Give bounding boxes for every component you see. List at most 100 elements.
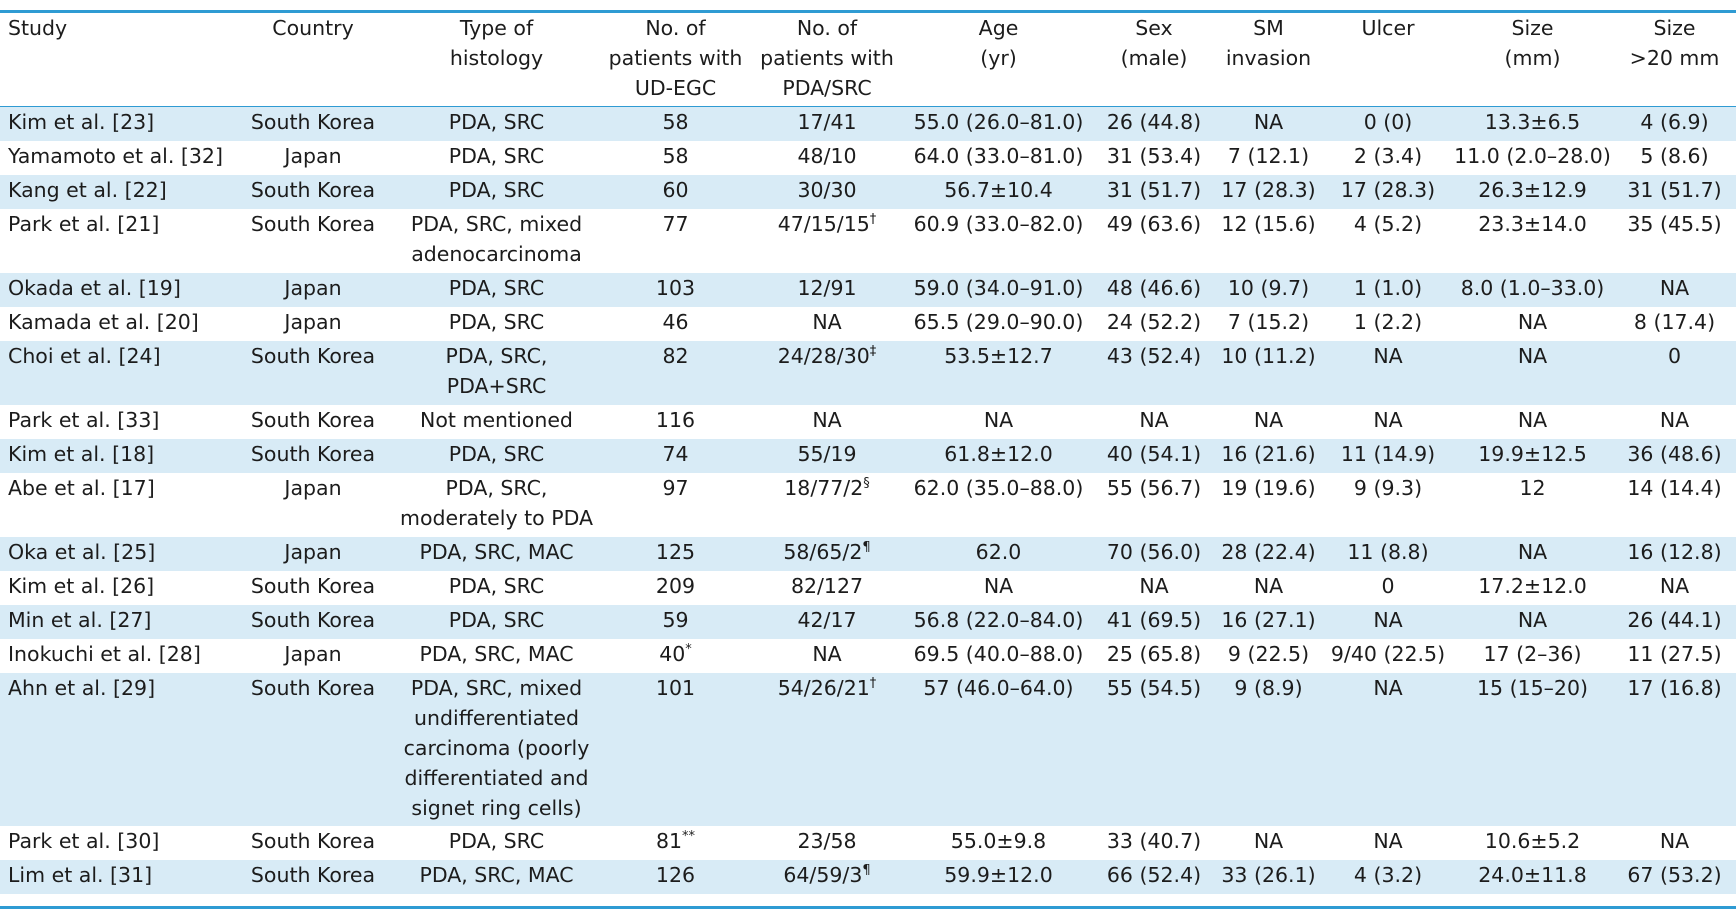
cell-pda-src: 12/91	[752, 272, 902, 307]
cell-sm-invasion-text: 19 (19.6)	[1221, 475, 1316, 500]
cell-pda-src: 48/10	[752, 141, 902, 175]
cell-country-text: South Korea	[250, 862, 376, 887]
cell-sex-text: 70 (56.0)	[1106, 539, 1202, 564]
cell-histology-text: PDA, SRC	[448, 110, 545, 134]
cell-size-over-20-text: 14 (14.4)	[1627, 475, 1722, 500]
cell-sm-invasion: 10 (11.2)	[1213, 340, 1324, 405]
cell-country: Japan	[232, 307, 394, 341]
cell-pda-src-text: 47/15/15	[777, 211, 870, 236]
cell-age-text: 62.0	[975, 539, 1022, 564]
table-row: Inokuchi et al. [28] Japan PDA, SRC, MAC 40…	[0, 639, 1736, 673]
cell-sm-invasion-text: 10 (9.7)	[1227, 275, 1310, 300]
cell-ud-egc-text: 46	[662, 309, 689, 334]
cell-sm-invasion-text: 10 (11.2)	[1221, 343, 1316, 368]
cell-sex: NA	[1095, 571, 1213, 605]
cell-sex: 25 (65.8)	[1095, 639, 1213, 673]
cell-country-text: Japan	[284, 143, 342, 168]
table-bottom-rule	[0, 906, 1736, 909]
cell-histology-text: PDA, SRC	[448, 177, 545, 202]
cell-ud-egc: 46	[599, 307, 752, 341]
cell-size-text: NA	[1517, 407, 1548, 432]
cell-study-text: Oka et al. [25]	[8, 539, 156, 564]
cell-histology-text: PDA, SRC	[448, 275, 545, 300]
cell-pda-src-text: 58/65/2	[783, 539, 863, 564]
cell-study-text: Kim et al. [23]	[8, 110, 155, 134]
cell-country: Japan	[232, 272, 394, 307]
table-row: Park et al. [21] South Korea PDA, SRC, mix…	[0, 209, 1736, 273]
cell-study-text: Park et al. [30]	[8, 828, 160, 853]
footnote-marker: §	[863, 475, 870, 491]
cell-size: 15 (15–20)	[1452, 672, 1613, 826]
cell-study: Park et al. [33]	[0, 405, 232, 439]
cell-country: South Korea	[232, 405, 394, 439]
cell-study-text: Kim et al. [18]	[8, 441, 155, 466]
cell-sex-text: 31 (53.4)	[1106, 143, 1202, 168]
cell-sm-invasion: 10 (9.7)	[1213, 272, 1324, 307]
cell-ud-egc: 59	[599, 604, 752, 639]
cell-size-over-20: 26 (44.1)	[1613, 604, 1736, 639]
cell-sm-invasion: NA	[1213, 826, 1324, 860]
cell-age: 60.9 (33.0–82.0)	[902, 209, 1095, 273]
cell-sex-text: 33 (40.7)	[1106, 828, 1202, 853]
cell-size-text: 10.6±5.2	[1484, 828, 1581, 853]
cell-ud-egc: 60	[599, 174, 752, 209]
cell-histology: PDA, SRC	[394, 438, 599, 473]
cell-size: 24.0±11.8	[1452, 859, 1613, 894]
cell-histology-text: PDA, SRC	[448, 309, 545, 334]
cell-sex: 43 (52.4)	[1095, 340, 1213, 405]
cell-pda-src: 18/77/2§	[752, 473, 902, 537]
cell-size-over-20-text: 4 (6.9)	[1640, 110, 1709, 134]
cell-size-over-20: 4 (6.9)	[1613, 106, 1736, 141]
cell-size: 12	[1452, 473, 1613, 537]
cell-size-over-20-text: NA	[1659, 407, 1690, 432]
cell-sex: 41 (69.5)	[1095, 604, 1213, 639]
cell-sm-invasion-text: 9 (8.9)	[1234, 675, 1303, 700]
cell-histology: PDA, SRC	[394, 141, 599, 175]
cell-study-text: Choi et al. [24]	[8, 343, 161, 368]
cell-histology: PDA, SRC, MAC	[394, 536, 599, 571]
cell-ulcer: 11 (8.8)	[1324, 536, 1452, 571]
cell-sex: 55 (54.5)	[1095, 672, 1213, 826]
cell-country: South Korea	[232, 174, 394, 209]
cell-sm-invasion: 12 (15.6)	[1213, 209, 1324, 273]
cell-histology-text: PDA, SRC, mixed undifferentiated carcino…	[403, 675, 590, 820]
cell-ulcer-text: 11 (8.8)	[1347, 539, 1429, 564]
cell-study-text: Yamamoto et al. [32]	[8, 143, 223, 168]
cell-ulcer-text: 0 (0)	[1363, 110, 1413, 134]
cell-sex-text: 25 (65.8)	[1106, 641, 1202, 666]
cell-ud-egc: 126	[599, 859, 752, 894]
table-top-rule	[0, 10, 1736, 13]
cell-study: Park et al. [30]	[0, 826, 232, 860]
cell-histology: PDA, SRC	[394, 272, 599, 307]
cell-ud-egc: 81**	[599, 826, 752, 860]
cell-pda-src: 82/127	[752, 571, 902, 605]
cell-size: 10.6±5.2	[1452, 826, 1613, 860]
cell-ulcer-text: NA	[1373, 828, 1403, 853]
cell-ulcer: 1 (2.2)	[1324, 307, 1452, 341]
cell-age: 59.9±12.0	[902, 859, 1095, 894]
cell-pda-src-text: 54/26/21	[777, 675, 870, 700]
table-row: Ahn et al. [29] South Korea PDA, SRC, mixe…	[0, 672, 1736, 826]
cell-size-over-20-text: 36 (48.6)	[1627, 441, 1722, 466]
cell-ulcer-text: NA	[1373, 675, 1403, 700]
cell-age-text: 65.5 (29.0–90.0)	[913, 309, 1084, 334]
cell-sex: 55 (56.7)	[1095, 473, 1213, 537]
cell-sm-invasion: 33 (26.1)	[1213, 859, 1324, 894]
cell-ulcer: 9 (9.3)	[1324, 473, 1452, 537]
cell-histology: PDA, SRC, mixed undifferentiated carcino…	[394, 672, 599, 826]
cell-histology-text: PDA, SRC, mixed adenocarcinoma	[410, 211, 583, 266]
cell-country-text: South Korea	[250, 343, 376, 368]
cell-sm-invasion-text: 7 (12.1)	[1227, 143, 1310, 168]
cell-country-text: Japan	[284, 641, 342, 666]
header-ulcer: Ulcer	[1324, 13, 1452, 107]
cell-country: Japan	[232, 639, 394, 673]
cell-size-over-20-text: 26 (44.1)	[1627, 607, 1722, 632]
cell-age-text: 55.0 (26.0–81.0)	[913, 110, 1084, 134]
cell-ud-egc-text: 74	[662, 441, 689, 466]
cell-pda-src: NA	[752, 307, 902, 341]
cell-sm-invasion: 9 (8.9)	[1213, 672, 1324, 826]
cell-ud-egc-text: 116	[655, 407, 696, 432]
cell-country: South Korea	[232, 340, 394, 405]
cell-size: 19.9±12.5	[1452, 438, 1613, 473]
cell-size-text: NA	[1517, 607, 1548, 632]
